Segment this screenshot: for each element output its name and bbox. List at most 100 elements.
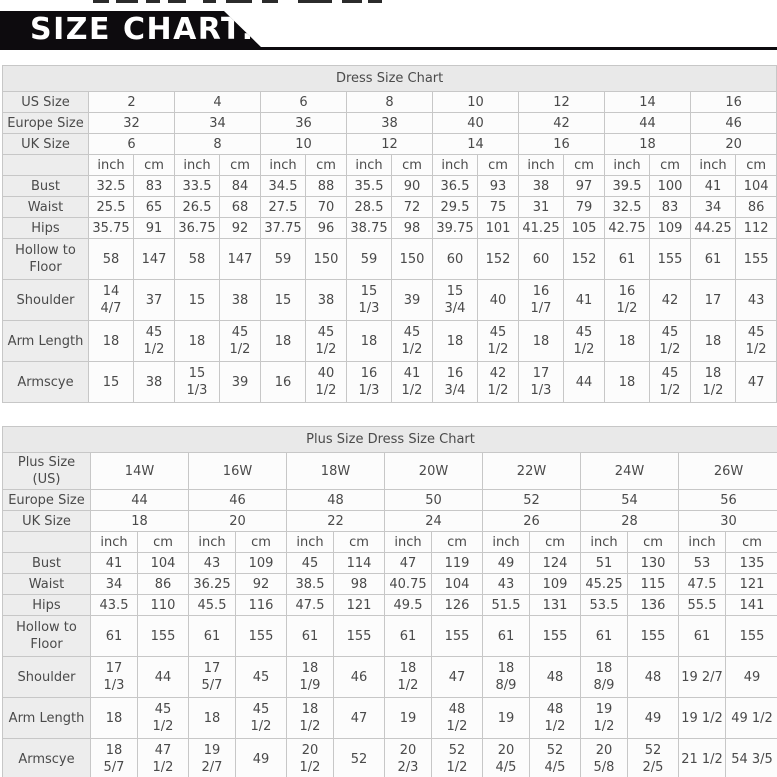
measure-cell: 45 1/2 bbox=[137, 697, 189, 739]
table-title: Dress Size Chart bbox=[1, 65, 777, 92]
measure-cell: 43 bbox=[482, 573, 530, 595]
measure-cell: 45 1/2 bbox=[219, 320, 261, 362]
measure-cell: 38 bbox=[133, 361, 175, 403]
size-value-cell: 44 bbox=[90, 489, 189, 511]
unit-cm-cell: cm bbox=[391, 154, 433, 176]
size-value-cell: 20 bbox=[188, 510, 287, 532]
unit-cm-cell: cm bbox=[649, 154, 691, 176]
measure-cell: 15 bbox=[260, 279, 306, 321]
measure-cell: 116 bbox=[235, 594, 287, 616]
size-value-cell: 6 bbox=[260, 91, 347, 113]
measure-cell: 49 bbox=[724, 656, 777, 698]
measure-cell: 61 bbox=[90, 615, 138, 657]
corner-cell bbox=[2, 531, 91, 553]
row-label: Arm Length bbox=[2, 697, 91, 739]
measure-cell: 18 bbox=[518, 320, 564, 362]
unit-inch-cell: inch bbox=[346, 154, 392, 176]
measure-cell: 34 bbox=[90, 573, 138, 595]
measure-cell: 49.5 bbox=[384, 594, 432, 616]
measure-cell: 19 2/7 bbox=[188, 738, 236, 777]
measure-cell: 41 bbox=[90, 552, 138, 574]
measure-cell: 17 bbox=[690, 279, 736, 321]
measure-cell: 16 1/7 bbox=[518, 279, 564, 321]
measure-cell: 60 bbox=[432, 238, 478, 280]
measure-cell: 121 bbox=[333, 594, 385, 616]
measure-row: Armscye 18 5/7 47 1/2 19 2/7 49 20 1/2 52 20 2/3 52 1/… bbox=[2, 738, 777, 777]
measure-cell: 43 bbox=[734, 279, 777, 321]
measure-cell: 72 bbox=[391, 196, 433, 218]
measure-cell: 38 bbox=[305, 279, 347, 321]
row-label: Bust bbox=[2, 552, 91, 574]
measure-cell: 34 bbox=[690, 196, 736, 218]
size-value-cell: 6 bbox=[88, 133, 175, 155]
measure-cell: 54 3/5 bbox=[724, 738, 777, 777]
size-value-cell: 16W bbox=[188, 452, 287, 490]
row-label: Shoulder bbox=[2, 279, 89, 321]
size-value-cell: 18W bbox=[286, 452, 385, 490]
measure-cell: 152 bbox=[563, 238, 605, 280]
measure-cell: 20 2/3 bbox=[384, 738, 432, 777]
unit-cm-cell: cm bbox=[734, 154, 777, 176]
plus-size-chart-section: Plus Size Dress Size Chart Plus Size (US)… bbox=[0, 426, 777, 777]
measure-cell: 131 bbox=[529, 594, 581, 616]
size-row: Plus Size (US) 14W 16W 18W 20W 22W 24W 26W bbox=[2, 452, 777, 490]
size-value-cell: 12 bbox=[518, 91, 605, 113]
measure-cell: 104 bbox=[431, 573, 483, 595]
measure-cell: 124 bbox=[529, 552, 581, 574]
measure-cell: 45.5 bbox=[188, 594, 236, 616]
measure-cell: 36.5 bbox=[432, 175, 478, 197]
measure-row: Hips 35.75 91 36.75 92 37.75 96 38.75 98 39.75 101… bbox=[2, 217, 777, 239]
measure-cell: 18 bbox=[88, 320, 134, 362]
size-value-cell: 18 bbox=[90, 510, 189, 532]
cropped-top-text-artifact bbox=[0, 0, 777, 4]
unit-inch-cell: inch bbox=[580, 531, 628, 553]
row-label: Arm Length bbox=[2, 320, 89, 362]
measure-cell: 45 bbox=[286, 552, 334, 574]
size-value-cell: 32 bbox=[88, 112, 175, 134]
measure-cell: 58 bbox=[174, 238, 220, 280]
measure-cell: 17 5/7 bbox=[188, 656, 236, 698]
measure-cell: 51.5 bbox=[482, 594, 530, 616]
measure-cell: 101 bbox=[477, 217, 519, 239]
measure-cell: 42 bbox=[649, 279, 691, 321]
measure-cell: 90 bbox=[391, 175, 433, 197]
banner-ribbon: SIZE CHART: bbox=[0, 11, 262, 48]
measure-cell: 16 1/2 bbox=[604, 279, 650, 321]
measure-cell: 18 1/2 bbox=[384, 656, 432, 698]
measure-cell: 155 bbox=[137, 615, 189, 657]
measure-cell: 36.25 bbox=[188, 573, 236, 595]
size-value-cell: 52 bbox=[482, 489, 581, 511]
measure-cell: 53 bbox=[678, 552, 726, 574]
measure-cell: 33.5 bbox=[174, 175, 220, 197]
unit-inch-cell: inch bbox=[260, 154, 306, 176]
measure-cell: 15 1/3 bbox=[346, 279, 392, 321]
measure-cell: 61 bbox=[188, 615, 236, 657]
size-value-cell: 38 bbox=[346, 112, 433, 134]
measure-cell: 61 bbox=[384, 615, 432, 657]
size-row: Europe Size 32 34 36 38 40 42 44 46 bbox=[2, 112, 777, 134]
unit-cm-cell: cm bbox=[477, 154, 519, 176]
unit-inch-cell: inch bbox=[678, 531, 726, 553]
measure-cell: 40 bbox=[477, 279, 519, 321]
measure-cell: 52 2/5 bbox=[627, 738, 679, 777]
size-row: US Size 2 4 6 8 10 12 14 16 bbox=[2, 91, 777, 113]
measure-cell: 38 bbox=[219, 279, 261, 321]
measure-cell: 109 bbox=[649, 217, 691, 239]
measure-cell: 141 bbox=[724, 594, 777, 616]
row-label: Bust bbox=[2, 175, 89, 197]
size-value-cell: 46 bbox=[689, 112, 777, 134]
size-value-cell: 20 bbox=[689, 133, 777, 155]
measure-cell: 15 bbox=[88, 361, 134, 403]
measure-cell: 92 bbox=[219, 217, 261, 239]
unit-cm-cell: cm bbox=[137, 531, 189, 553]
measure-cell: 20 4/5 bbox=[482, 738, 530, 777]
size-value-cell: 22W bbox=[482, 452, 581, 490]
measure-cell: 83 bbox=[133, 175, 175, 197]
measure-cell: 45 1/2 bbox=[649, 361, 691, 403]
measure-cell: 18 bbox=[432, 320, 478, 362]
measure-cell: 47 bbox=[431, 656, 483, 698]
measure-cell: 15 3/4 bbox=[432, 279, 478, 321]
size-value-cell: 46 bbox=[188, 489, 287, 511]
measure-cell: 47 bbox=[333, 697, 385, 739]
measure-cell: 43.5 bbox=[90, 594, 138, 616]
